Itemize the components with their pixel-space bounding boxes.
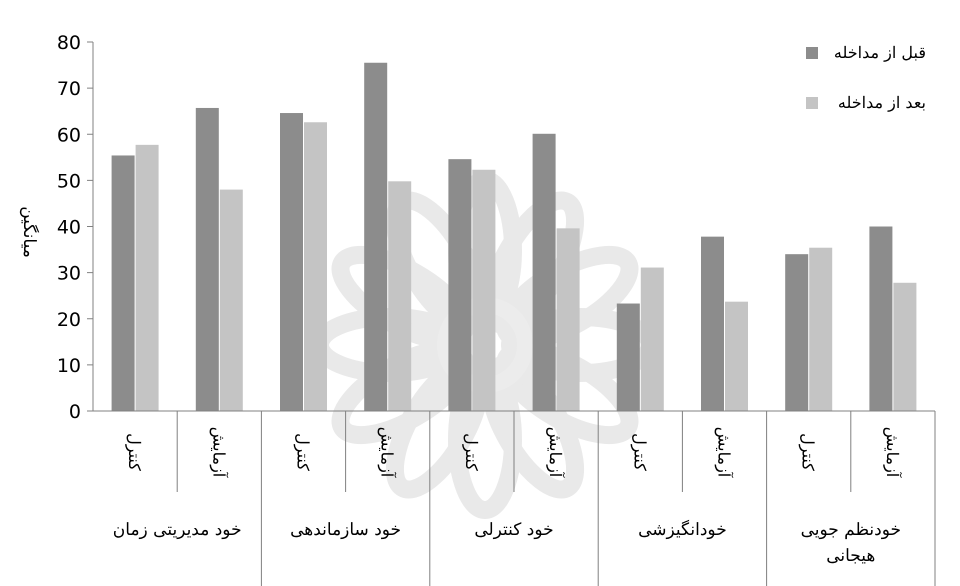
labels-layer: 0 10 20 30 40 50 60 70 80 میانگین کنترل آزمایش کنترل… xyxy=(19,32,903,566)
x-category-label: کنترل xyxy=(462,433,481,471)
bar-before-2 xyxy=(195,107,219,412)
bar-before-9 xyxy=(785,254,809,411)
bar-after-1 xyxy=(135,144,159,411)
x-category-label: کنترل xyxy=(294,433,313,471)
y-tick-label: 40 xyxy=(57,217,81,239)
legend-label-after: بعد از مداخله xyxy=(838,93,926,112)
x-category-label: آزمایش xyxy=(378,427,398,479)
x-category-label: کنترل xyxy=(630,433,649,471)
bar-after-6 xyxy=(556,228,580,411)
x-group-label: خود مدیریتی زمان xyxy=(113,520,242,540)
y-axis-label: میانگین xyxy=(19,206,40,258)
bar-before-7 xyxy=(616,303,640,411)
y-tick-label: 50 xyxy=(57,170,81,192)
bar-before-4 xyxy=(364,62,388,411)
bar-before-3 xyxy=(280,113,303,411)
legend-swatch-before xyxy=(806,47,818,59)
bar-before-1 xyxy=(111,155,135,411)
y-tick-label: 20 xyxy=(57,309,81,331)
x-category-label: آزمایش xyxy=(209,427,229,479)
x-group-label: خود سازماندهی xyxy=(290,520,401,540)
bar-before-6 xyxy=(532,133,556,411)
y-tick-label: 80 xyxy=(57,32,81,54)
legend-label-before: قبل از مداخله xyxy=(834,43,926,62)
legend-swatch-after xyxy=(806,97,818,109)
x-category-label: آزمایش xyxy=(883,427,903,479)
bar-before-10 xyxy=(869,226,893,411)
y-tick-label: 0 xyxy=(69,401,81,423)
x-category-label: کنترل xyxy=(125,433,144,471)
x-group-label: خود کنترلی xyxy=(474,520,553,540)
axes-layer xyxy=(87,41,936,586)
y-tick-label: 60 xyxy=(57,124,81,146)
x-category-label: کنترل xyxy=(799,433,818,471)
y-tick-label: 10 xyxy=(57,355,81,377)
x-category-label: آزمایش xyxy=(715,427,735,479)
bar-after-5 xyxy=(472,169,496,411)
bar-after-3 xyxy=(304,122,327,411)
bar-after-7 xyxy=(640,267,664,411)
bar-after-4 xyxy=(388,181,412,411)
bars-layer xyxy=(111,62,917,412)
bar-before-8 xyxy=(701,236,724,411)
x-group-label: خودنظم جویی هیجانی xyxy=(801,520,901,566)
x-category-label: آزمایش xyxy=(546,427,566,479)
bar-after-8 xyxy=(725,301,748,411)
y-tick-label: 70 xyxy=(57,78,81,100)
legend: قبل از مداخله بعد از مداخله xyxy=(806,43,926,112)
bar-after-2 xyxy=(219,189,243,411)
y-tick-label: 30 xyxy=(57,263,81,285)
x-group-label: خودانگیزشی xyxy=(638,519,727,540)
bar-before-5 xyxy=(448,159,472,411)
bar-after-10 xyxy=(893,282,917,411)
bar-after-9 xyxy=(809,247,833,411)
